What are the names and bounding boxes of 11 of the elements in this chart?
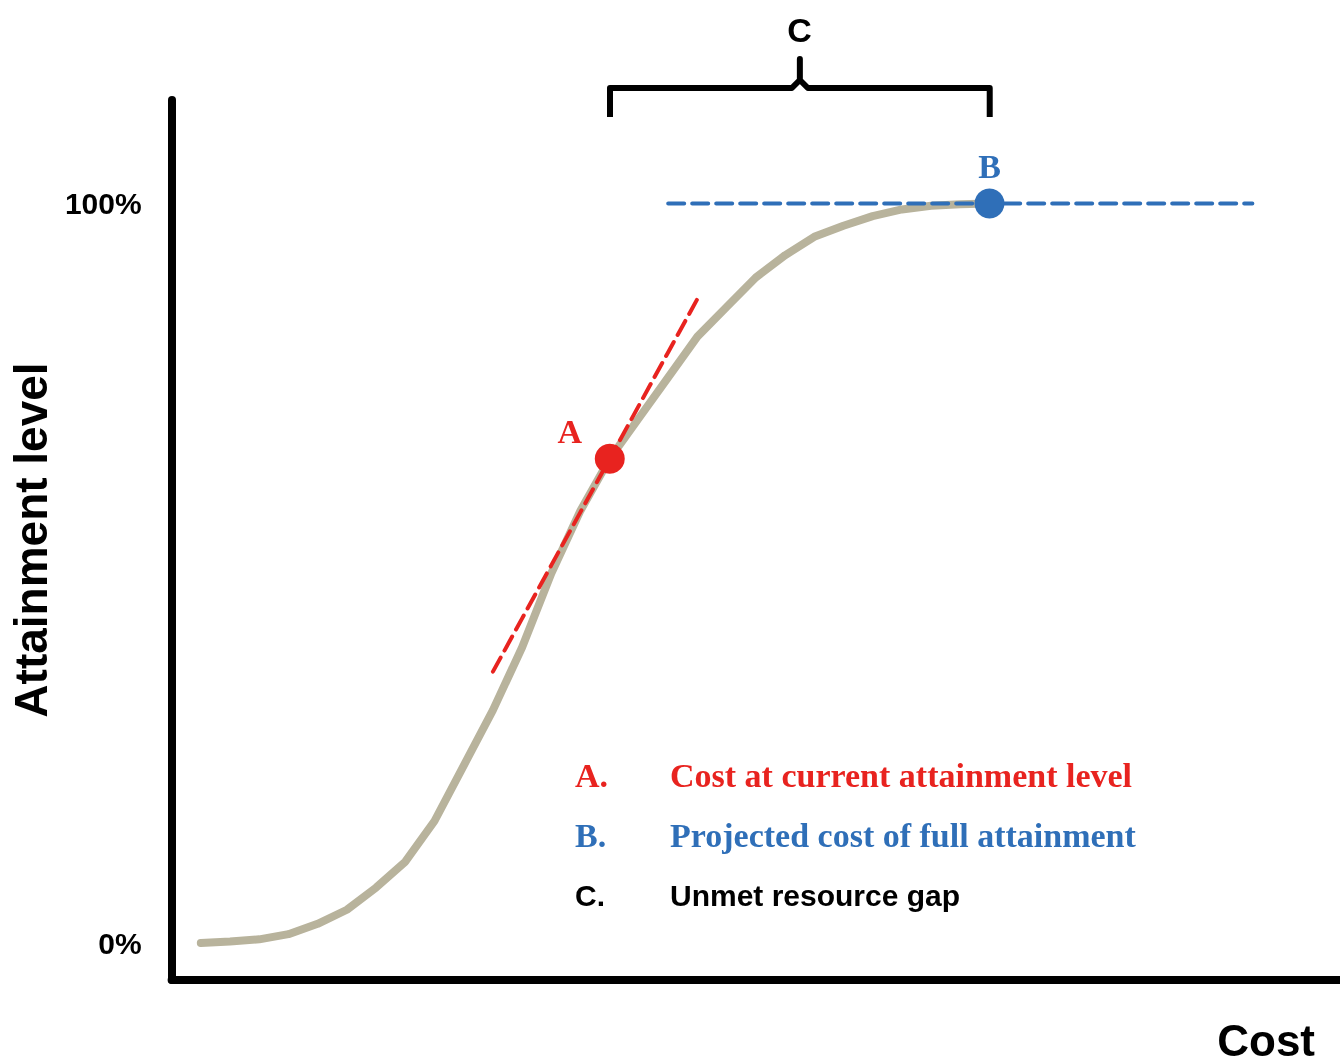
text: B. Projected cost of full attainment xyxy=(575,816,1136,854)
text: A. Cost at current attainment level xyxy=(575,756,1133,794)
y-axis-title: Attainment level xyxy=(5,362,57,718)
series-label: A xyxy=(557,413,583,451)
series-label: B xyxy=(978,148,1001,186)
y-tick-label: 0% xyxy=(98,926,142,960)
text: C xyxy=(787,11,812,49)
text: C. Unmet resource gap xyxy=(575,878,961,912)
x-axis-title: Cost xyxy=(1217,1015,1316,1064)
line-series xyxy=(490,296,700,674)
y-tick-label: 100% xyxy=(64,187,142,221)
